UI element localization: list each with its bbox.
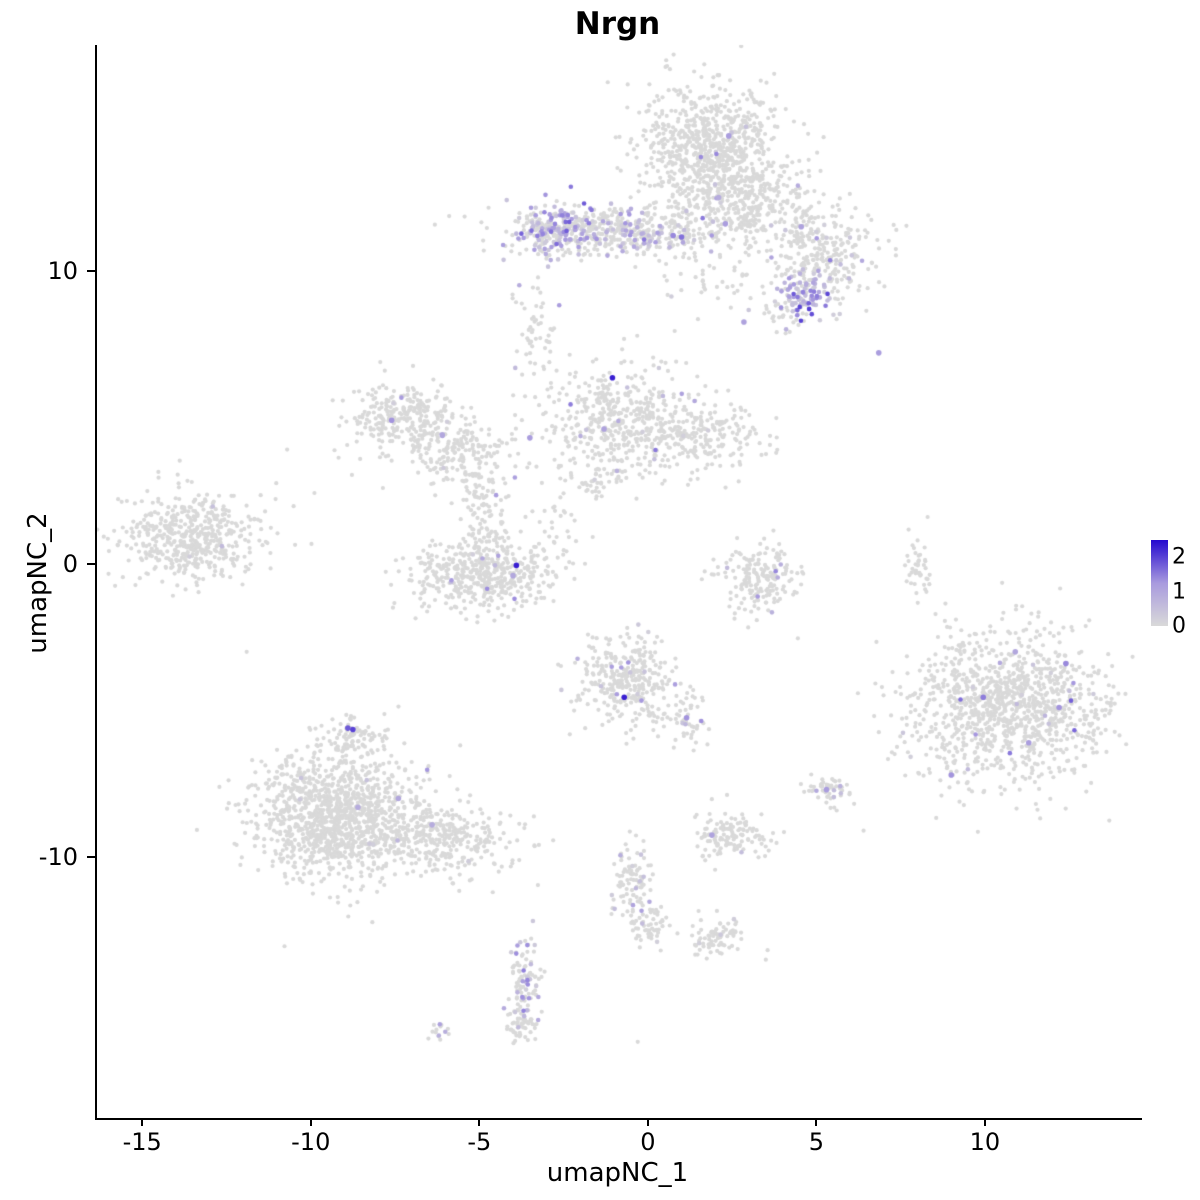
x-tick-label: -10 xyxy=(291,1128,331,1156)
legend-tick-label: 0 xyxy=(1172,613,1186,639)
plot-title: Nrgn xyxy=(574,6,661,42)
x-tick-label: -5 xyxy=(467,1128,492,1156)
x-tick-mark xyxy=(815,1118,818,1126)
x-tick-mark xyxy=(983,1118,986,1126)
y-tick-label: 0 xyxy=(62,549,78,578)
x-tick-mark xyxy=(646,1118,649,1126)
legend-tick-label: 1 xyxy=(1172,579,1186,605)
x-tick-label: 5 xyxy=(808,1128,825,1156)
y-axis-label: umapNC_2 xyxy=(23,512,53,654)
y-tick-label: 10 xyxy=(47,256,78,285)
x-axis-label: umapNC_1 xyxy=(546,1158,689,1188)
x-tick-label: 10 xyxy=(969,1128,1001,1156)
legend-gradient-bar xyxy=(1151,540,1168,626)
x-tick-label: -15 xyxy=(122,1128,162,1156)
x-tick-mark xyxy=(141,1118,144,1126)
y-tick-mark xyxy=(87,856,95,859)
y-tick-mark xyxy=(87,269,95,272)
x-tick-mark xyxy=(478,1118,481,1126)
y-tick-mark xyxy=(87,562,95,565)
legend-tick-label: 2 xyxy=(1172,544,1186,570)
x-tick-mark xyxy=(309,1118,312,1126)
y-tick-label: -10 xyxy=(38,843,78,872)
x-tick-label: 0 xyxy=(640,1128,656,1156)
